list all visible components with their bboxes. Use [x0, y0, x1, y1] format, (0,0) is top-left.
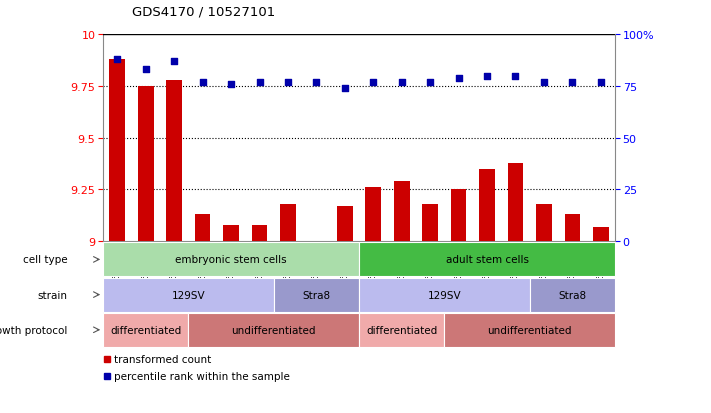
Text: strain: strain — [37, 290, 68, 300]
Bar — [103, 313, 188, 347]
Text: undifferentiated: undifferentiated — [488, 325, 572, 335]
Point — [453, 75, 464, 82]
Bar — [536, 204, 552, 242]
Point — [225, 81, 237, 88]
Text: percentile rank within the sample: percentile rank within the sample — [114, 371, 289, 381]
Point — [169, 59, 180, 65]
Text: transformed count: transformed count — [114, 354, 211, 364]
Bar — [280, 204, 296, 242]
Text: differentiated: differentiated — [366, 325, 437, 335]
Bar — [394, 182, 410, 242]
Bar — [508, 163, 523, 242]
Point — [197, 79, 208, 86]
Bar — [359, 313, 444, 347]
Text: embryonic stem cells: embryonic stem cells — [176, 255, 287, 265]
Point — [396, 79, 407, 86]
Bar — [103, 243, 359, 277]
Text: growth protocol: growth protocol — [0, 325, 68, 335]
Bar — [195, 215, 210, 242]
Text: 129SV: 129SV — [171, 290, 205, 300]
Bar — [359, 278, 530, 312]
Bar — [565, 215, 580, 242]
Point — [140, 67, 151, 74]
Point — [510, 73, 521, 80]
Point — [254, 79, 265, 86]
Text: Stra8: Stra8 — [558, 290, 587, 300]
Bar — [359, 243, 615, 277]
Bar — [451, 190, 466, 242]
Point — [282, 79, 294, 86]
Point — [339, 85, 351, 92]
Bar — [593, 227, 609, 242]
Bar — [274, 278, 359, 312]
Bar — [166, 81, 182, 242]
Text: undifferentiated: undifferentiated — [232, 325, 316, 335]
Bar — [530, 278, 615, 312]
Text: adult stem cells: adult stem cells — [446, 255, 528, 265]
Bar — [103, 278, 274, 312]
Point — [595, 79, 606, 86]
Bar — [223, 225, 239, 242]
Bar — [109, 60, 125, 242]
Point — [112, 57, 123, 63]
Point — [538, 79, 550, 86]
Bar — [252, 225, 267, 242]
Point — [424, 79, 436, 86]
Bar — [337, 206, 353, 242]
Bar — [444, 313, 615, 347]
Text: GDS4170 / 10527101: GDS4170 / 10527101 — [132, 6, 274, 19]
Bar — [479, 169, 495, 242]
Point — [368, 79, 379, 86]
Text: Stra8: Stra8 — [302, 290, 331, 300]
Text: 129SV: 129SV — [427, 290, 461, 300]
Point — [311, 79, 322, 86]
Bar — [365, 188, 381, 242]
Text: differentiated: differentiated — [110, 325, 181, 335]
Bar — [422, 204, 438, 242]
Point — [567, 79, 578, 86]
Point — [481, 73, 493, 80]
Text: cell type: cell type — [23, 255, 68, 265]
Bar — [138, 87, 154, 242]
Bar — [188, 313, 359, 347]
